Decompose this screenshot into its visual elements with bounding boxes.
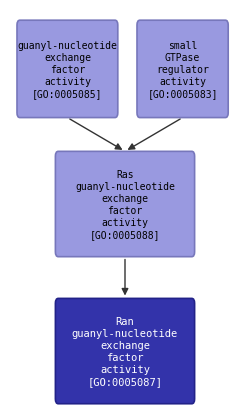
- Text: Ras
guanyl-nucleotide
exchange
factor
activity
[GO:0005088]: Ras guanyl-nucleotide exchange factor ac…: [75, 170, 175, 240]
- FancyBboxPatch shape: [137, 21, 228, 118]
- Text: Ran
guanyl-nucleotide
exchange
factor
activity
[GO:0005087]: Ran guanyl-nucleotide exchange factor ac…: [72, 316, 178, 386]
- Text: guanyl-nucleotide
exchange
factor
activity
[GO:0005085]: guanyl-nucleotide exchange factor activi…: [18, 41, 117, 99]
- FancyBboxPatch shape: [56, 299, 194, 404]
- Text: small
GTPase
regulator
activity
[GO:0005083]: small GTPase regulator activity [GO:0005…: [147, 41, 218, 99]
- FancyBboxPatch shape: [56, 152, 194, 257]
- FancyBboxPatch shape: [17, 21, 118, 118]
